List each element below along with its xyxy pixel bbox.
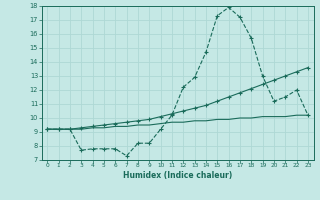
X-axis label: Humidex (Indice chaleur): Humidex (Indice chaleur) xyxy=(123,171,232,180)
